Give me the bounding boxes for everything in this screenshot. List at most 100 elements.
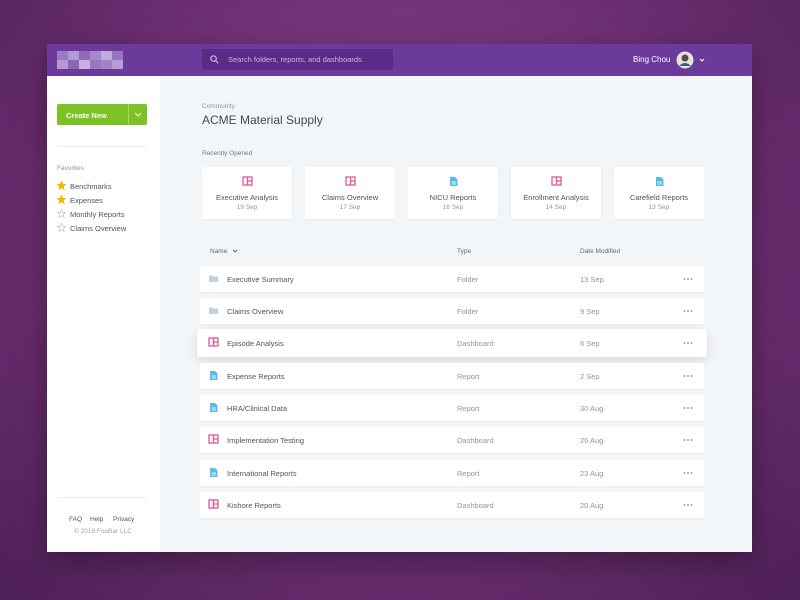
row-type: Dashboard [457,436,494,445]
chevron [134,112,142,117]
column-header: Type [457,248,472,255]
star-icon[interactable] [57,223,66,232]
folder-icon [209,307,218,314]
report-icon [210,403,218,412]
favorite-item[interactable]: Claims Overview [70,224,127,233]
more-menu[interactable] [683,309,693,313]
footer-link[interactable]: Privacy [113,516,135,523]
more-menu[interactable] [683,471,693,475]
more-menu[interactable] [683,277,693,281]
breadcrumb[interactable]: Community [202,103,235,110]
card-name: Claims Overview [321,193,379,202]
star-icon[interactable] [57,195,66,204]
dashboard-icon [551,176,562,186]
row-date: 6 Sep [580,339,600,348]
row-name: International Reports [227,469,297,478]
user-avatar[interactable] [676,51,706,69]
favorite-item[interactable]: Expenses [70,196,103,205]
search-placeholder: Search folders, reports, and dashboards [228,55,362,64]
favorite-item[interactable]: Monthly Reports [70,210,125,219]
search-icon [210,55,219,64]
more-menu[interactable] [683,341,693,345]
table-row[interactable]: Expense Reports Report 2 Sep [200,363,704,389]
divider [57,146,147,147]
row-date: 2 Sep [580,372,600,381]
dashboard-icon [242,176,253,186]
row-date: 26 Aug [580,436,604,445]
card-date: 16 Sep [442,204,464,211]
card-name: Enrollment Analysis [523,193,589,202]
footer-link[interactable]: FAQ [69,516,83,523]
row-type: Report [457,469,480,478]
app-window: Search folders, reports, and dashboards … [47,44,752,552]
create-new-button[interactable]: Create New [57,104,147,125]
row-type: Folder [457,275,479,284]
table-row[interactable]: HRA/Clinical Data Report 30 Aug [200,395,704,421]
page-title: ACME Material Supply [202,113,323,127]
sort-chevron[interactable] [232,249,238,254]
recent-card[interactable]: NICU Reports 16 Sep [408,167,498,219]
card-date: 14 Sep [545,204,567,211]
row-type: Folder [457,307,479,316]
row-type: Dashboard [457,501,494,510]
dashboard-icon [345,176,356,186]
star-icon[interactable] [57,181,66,190]
column-header[interactable]: Name [210,248,228,255]
search-box[interactable]: Search folders, reports, and dashboards [202,49,393,70]
star-icon[interactable] [57,209,66,218]
table-row[interactable]: Claims Overview Folder 9 Sep [200,298,704,324]
logo [57,51,123,69]
row-name: Episode Analysis [227,339,284,348]
dashboard-icon [208,499,219,509]
table-row[interactable]: Executive Summary Folder 13 Sep [200,266,704,292]
row-name: Implementation Testing [227,436,304,445]
recent-card[interactable]: Enrollment Analysis 14 Sep [511,167,601,219]
row-type: Dashboard [457,339,494,348]
row-date: 13 Sep [580,275,604,284]
report-icon [210,371,218,380]
recent-card[interactable]: Carefield Reports 13 Sep [614,167,704,219]
row-name: Executive Summary [227,275,294,284]
card-date: 17 Sep [339,204,361,211]
table-row[interactable]: International Reports Report 23 Aug [200,460,704,486]
favorite-item[interactable]: Benchmarks [70,182,112,191]
row-type: Report [457,404,480,413]
user-name[interactable]: Bing Chou [633,55,671,64]
more-menu[interactable] [683,406,693,410]
more-menu[interactable] [683,503,693,507]
divider [57,497,147,498]
sidebar: Create New Favorites Benchmarks Expenses M… [47,76,160,552]
more-menu[interactable] [683,374,693,378]
more-menu[interactable] [683,438,693,442]
card-date: 13 Sep [648,204,670,211]
card-name: Executive Analysis [215,193,279,202]
favorites-title: Favorites [57,165,84,172]
row-date: 20 Aug [580,501,604,510]
footer-link[interactable]: Help [90,516,104,523]
folder-icon [209,275,218,282]
table-row[interactable]: Kishore Reports Dashboard 20 Aug [200,492,704,518]
row-type: Report [457,372,480,381]
dashboard-icon [208,337,219,347]
row-name: HRA/Clinical Data [227,404,288,413]
dashboard-icon [208,434,219,444]
table-row[interactable]: Implementation Testing Dashboard 26 Aug [200,427,704,453]
card-name: Carefield Reports [629,193,689,202]
report-icon [450,177,458,186]
row-date: 30 Aug [580,404,604,413]
recent-title: Recently Opened [202,150,253,157]
row-date: 9 Sep [580,307,600,316]
report-icon [656,177,664,186]
report-icon [210,468,218,477]
column-header: Date Modified [580,248,621,255]
recent-card[interactable]: Claims Overview 17 Sep [305,167,395,219]
row-name: Kishore Reports [227,501,281,510]
table-row[interactable]: Episode Analysis Dashboard 6 Sep [197,329,707,357]
row-name: Expense Reports [227,372,285,381]
copyright: © 2016 FooBar LLC [74,528,132,535]
recent-card[interactable]: Executive Analysis 19 Sep [202,167,292,219]
top-bar: Search folders, reports, and dashboards … [47,44,752,76]
card-date: 19 Sep [236,204,258,211]
row-name: Claims Overview [227,307,284,316]
